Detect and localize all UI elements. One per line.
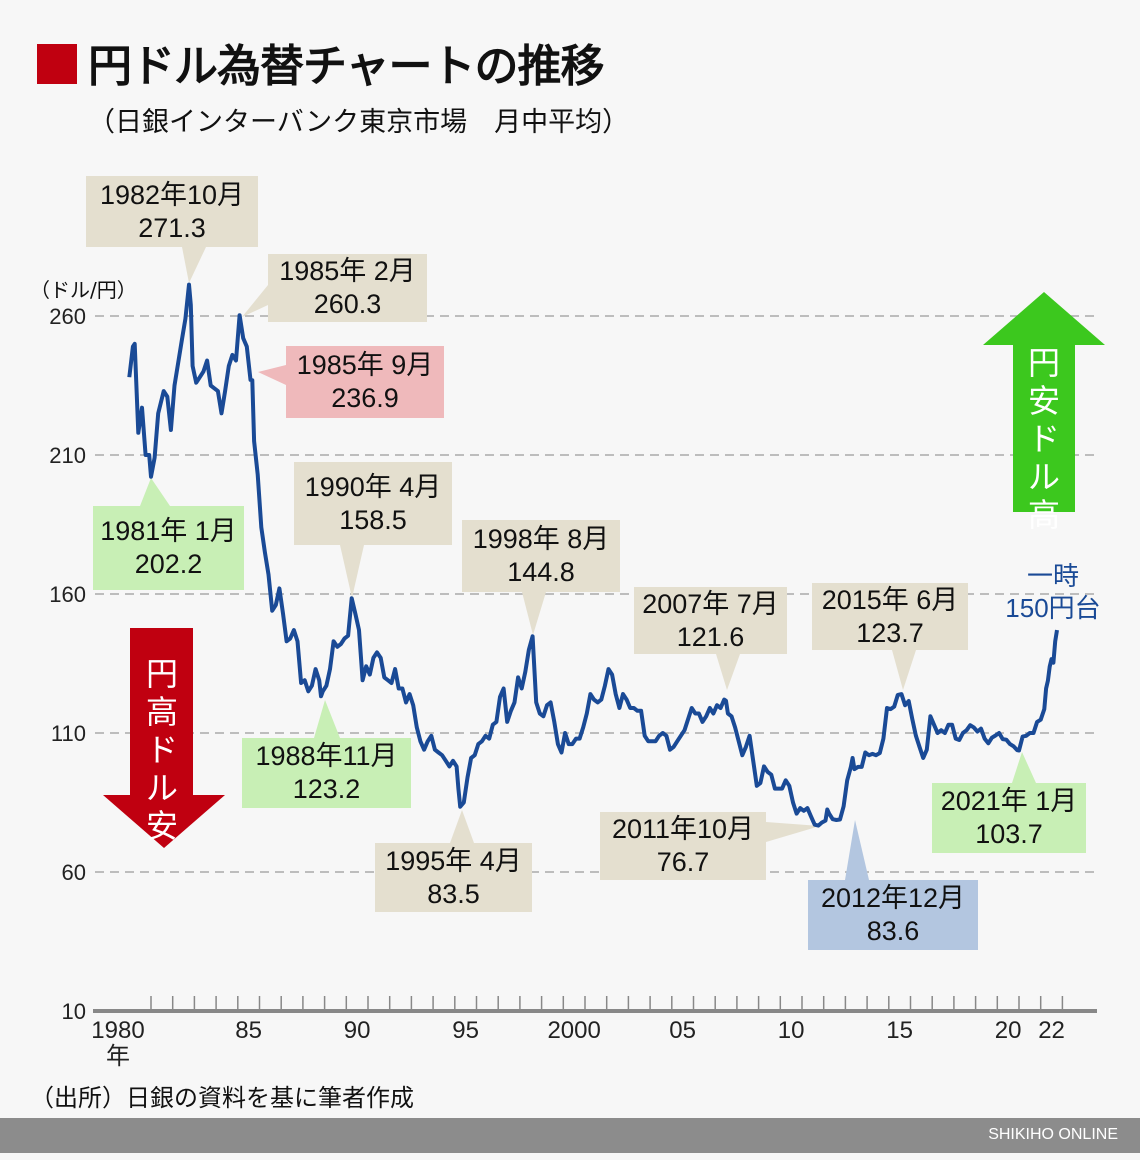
x-axis-year-suffix: 年: [106, 1043, 130, 1070]
source-note: （出所）日銀の資料を基に筆者作成: [30, 1084, 414, 1112]
y-tick-label: 110: [51, 721, 86, 746]
callout-pointer: [182, 247, 206, 283]
down-arrow-icon: [103, 628, 225, 848]
callout: 1995年 4月 83.5: [375, 843, 532, 912]
callout: 1985年 9月 236.9: [286, 346, 444, 418]
x-tick-label: 1980: [91, 1017, 144, 1044]
callout-pointer: [845, 820, 869, 880]
y-tick-label: 260: [49, 304, 86, 329]
callout-value: 83.5: [427, 878, 480, 909]
callout-pointer: [314, 700, 340, 738]
callout-date: 1995年 4月: [385, 845, 522, 876]
series-line: [127, 282, 1059, 828]
callout: 2007年 7月 121.6: [634, 587, 787, 654]
callout: 1982年10月 271.3: [86, 176, 258, 247]
x-tick-label: 90: [344, 1017, 371, 1044]
callout: 1985年 2月 260.3: [268, 254, 427, 322]
callout-pointer: [258, 365, 286, 385]
note-line2: 150円台: [1005, 593, 1101, 623]
y-axis-unit: （ドル/円）: [30, 278, 137, 302]
callout-value: 121.6: [676, 621, 745, 652]
chart-subtitle: （日銀インターバンク東京市場 月中平均）: [88, 107, 630, 138]
callout-value: 83.6: [866, 916, 920, 946]
callout: 1998年 8月 144.8: [462, 520, 620, 592]
callout-date: 1982年10月: [99, 179, 245, 210]
x-tick-label: 95: [452, 1017, 479, 1044]
callout-value: 123.7: [856, 617, 924, 648]
callout-value: 123.2: [292, 774, 361, 804]
callout-date: 2015年 6月: [821, 584, 959, 615]
up-arrow-label: 円安ドル高: [1027, 344, 1060, 534]
callout: 2015年 6月 123.7: [812, 583, 968, 650]
callout-date: 2011年10月: [611, 814, 755, 844]
callout-date: 1998年 8月: [472, 524, 610, 554]
note-line1: 一時: [1026, 561, 1079, 591]
y-tick-label: 60: [62, 860, 86, 885]
x-tick-label: 20: [995, 1017, 1022, 1044]
down-arrow-label: 円高ドル安: [145, 655, 178, 845]
callout: 2012年12月 83.6: [808, 880, 978, 950]
callout-value: 144.8: [507, 557, 575, 587]
y-tick-label: 160: [49, 582, 86, 607]
x-tick-label: 85: [235, 1017, 262, 1044]
chart-title: 円ドル為替チャートの推移: [88, 41, 605, 92]
callout-value: 103.7: [975, 819, 1043, 849]
axes: 10 60 110 160 210 260 1980 85 90 95 2000 05 10 15 20 22…: [49, 304, 1097, 1070]
x-tick-label: 2000: [547, 1017, 600, 1044]
callout-value: 158.5: [339, 504, 407, 535]
x-tick-label: 15: [886, 1017, 913, 1044]
footer-brand: SHIKIHO ONLINE: [988, 1126, 1118, 1143]
footer-bar: SHIKIHO ONLINE: [0, 1118, 1140, 1153]
callout-value: 236.9: [331, 383, 399, 413]
callout: 2021年 1月 103.7: [932, 783, 1086, 853]
callout-date: 2021年 1月: [940, 786, 1078, 816]
x-tick-label: 10: [778, 1017, 805, 1044]
callout-date: 1985年 9月: [296, 350, 434, 380]
callout: 1990年 4月 158.5: [294, 462, 452, 545]
y-tick-label: 210: [49, 443, 86, 468]
callout-date: 1988年11月: [255, 741, 398, 771]
callout-pointer: [1012, 752, 1036, 783]
callout-pointer: [450, 810, 474, 843]
callout-date: 1990年 4月: [304, 471, 442, 502]
callout-pointer: [140, 478, 170, 506]
callout-value: 271.3: [138, 212, 206, 243]
callout-pointer: [340, 545, 364, 598]
callout-pointer: [766, 822, 820, 842]
callout-value: 76.7: [656, 847, 710, 877]
latest-note: 一時 150円台: [998, 560, 1108, 624]
callout: 2011年10月 76.7: [600, 812, 766, 880]
callout: 1981年 1月 202.2: [93, 506, 244, 590]
up-arrow-icon: [983, 292, 1105, 512]
y-tick-label: 10: [62, 999, 86, 1024]
callout-date: 2007年 7月: [642, 588, 779, 619]
callout: 1988年11月 123.2: [242, 738, 411, 808]
callout-pointers: [140, 247, 1036, 880]
callout-value: 202.2: [134, 549, 203, 579]
callout-pointer: [892, 650, 916, 690]
callout-pointer: [716, 654, 740, 690]
callout-date: 2012年12月: [820, 883, 966, 913]
title-marker: [37, 44, 77, 84]
x-tick-label: 05: [669, 1017, 696, 1044]
x-tick-label: 22: [1038, 1017, 1065, 1044]
gridlines: [95, 315, 1100, 873]
callout-pointer: [242, 285, 268, 317]
callout-date: 1981年 1月: [100, 516, 237, 546]
callout-value: 260.3: [313, 289, 382, 319]
callout-pointer: [522, 592, 546, 635]
callout-date: 1985年 2月: [279, 256, 416, 286]
